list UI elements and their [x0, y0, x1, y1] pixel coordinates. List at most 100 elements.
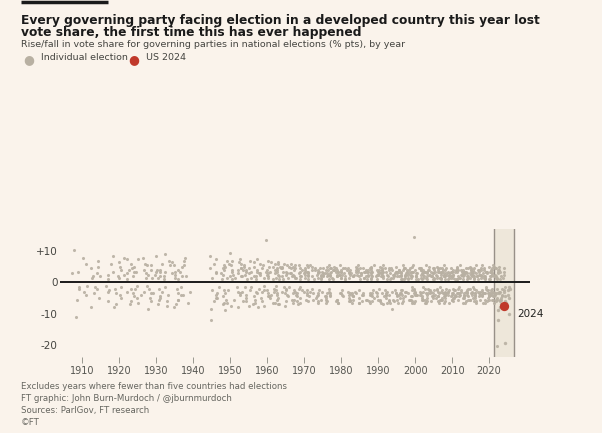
Point	[410, 297, 420, 304]
Point	[462, 290, 472, 297]
Point	[233, 304, 243, 311]
Point	[428, 276, 438, 283]
Point	[458, 270, 468, 277]
Point	[233, 288, 243, 295]
Point	[249, 259, 259, 266]
Point	[398, 262, 408, 269]
Point	[155, 285, 164, 292]
Point	[453, 267, 462, 274]
Point	[492, 290, 502, 297]
Point	[377, 265, 386, 272]
Point	[459, 271, 468, 278]
Point	[211, 294, 221, 301]
Point	[437, 296, 447, 303]
Point	[479, 275, 488, 281]
Point	[495, 268, 504, 275]
Point	[382, 271, 392, 278]
Point	[218, 301, 228, 308]
Point	[303, 271, 312, 278]
Point	[487, 267, 497, 274]
Point	[433, 293, 443, 300]
Point	[325, 290, 335, 297]
Point	[367, 290, 377, 297]
Point	[237, 288, 246, 295]
Point	[496, 273, 506, 280]
Point	[494, 288, 504, 295]
Point	[491, 275, 501, 281]
Point	[453, 276, 462, 283]
Point	[110, 285, 120, 292]
Point	[470, 294, 479, 301]
Point	[340, 273, 350, 280]
Point	[160, 268, 170, 275]
Point	[421, 262, 431, 269]
Point	[483, 287, 492, 294]
Point	[452, 267, 461, 274]
Point	[441, 290, 451, 297]
Point	[447, 273, 457, 280]
Point	[392, 268, 402, 275]
Point	[439, 271, 448, 278]
Point	[488, 271, 497, 278]
Point	[400, 293, 410, 300]
Point	[344, 297, 354, 304]
Point	[207, 287, 217, 294]
Point	[353, 267, 362, 274]
Point	[484, 291, 494, 298]
Point	[332, 296, 341, 303]
Text: Excludes years where fewer than five countries had elections: Excludes years where fewer than five cou…	[21, 382, 287, 391]
Point	[504, 284, 514, 291]
Point	[433, 268, 442, 275]
Point	[104, 276, 113, 283]
Point	[214, 284, 224, 291]
Point	[347, 299, 357, 306]
Point	[415, 265, 424, 272]
Text: ●: ●	[128, 53, 139, 66]
Point	[356, 271, 365, 278]
Point	[386, 275, 396, 281]
Point	[441, 290, 450, 297]
Point	[369, 294, 379, 301]
Point	[295, 294, 305, 301]
Point	[220, 263, 230, 270]
Point	[368, 287, 378, 294]
Point	[447, 296, 456, 303]
Point	[402, 271, 411, 278]
Point	[480, 290, 489, 297]
Point	[428, 294, 438, 301]
Point	[235, 255, 245, 262]
Point	[409, 299, 418, 306]
Point	[382, 299, 392, 306]
Point	[127, 265, 137, 272]
Point	[378, 275, 388, 281]
Point	[493, 270, 503, 277]
Point	[122, 288, 132, 295]
Point	[476, 267, 486, 274]
Point	[423, 268, 432, 275]
Point	[173, 267, 182, 274]
Point	[332, 296, 342, 303]
Point	[284, 263, 294, 270]
Point	[266, 291, 276, 298]
Point	[378, 301, 388, 308]
Point	[244, 270, 254, 277]
Point	[148, 290, 158, 297]
Text: Every governing party facing election in a developed country this year lost: Every governing party facing election in…	[21, 14, 540, 27]
Point	[249, 263, 259, 270]
Point	[409, 285, 418, 292]
Point	[415, 265, 424, 272]
Text: Individual election: Individual election	[41, 53, 128, 62]
Point	[417, 296, 427, 303]
Point	[376, 296, 385, 303]
Point	[261, 268, 270, 275]
Point	[273, 296, 282, 303]
Point	[212, 290, 222, 297]
Point	[263, 290, 273, 297]
Point	[462, 265, 471, 272]
Point	[474, 267, 484, 274]
Point	[396, 271, 406, 278]
Point	[251, 273, 261, 280]
Point	[312, 293, 322, 300]
Point	[176, 284, 186, 291]
Point	[423, 285, 432, 292]
